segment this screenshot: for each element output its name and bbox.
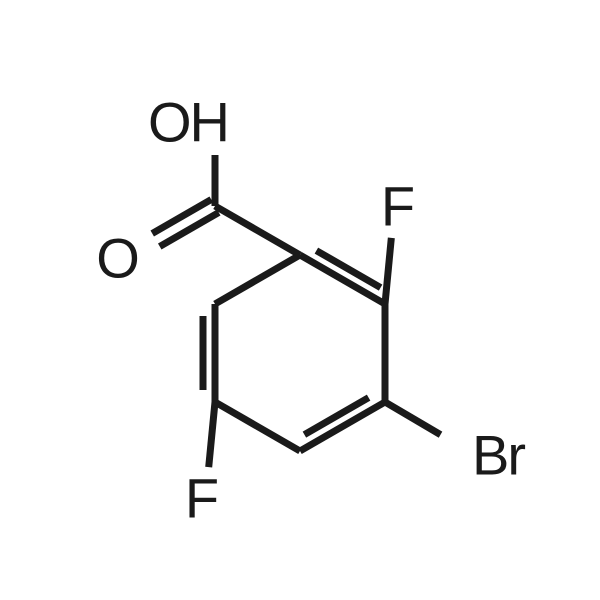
bond-layer <box>0 0 600 600</box>
molecule-diagram: OH O F Br F <box>0 0 600 600</box>
